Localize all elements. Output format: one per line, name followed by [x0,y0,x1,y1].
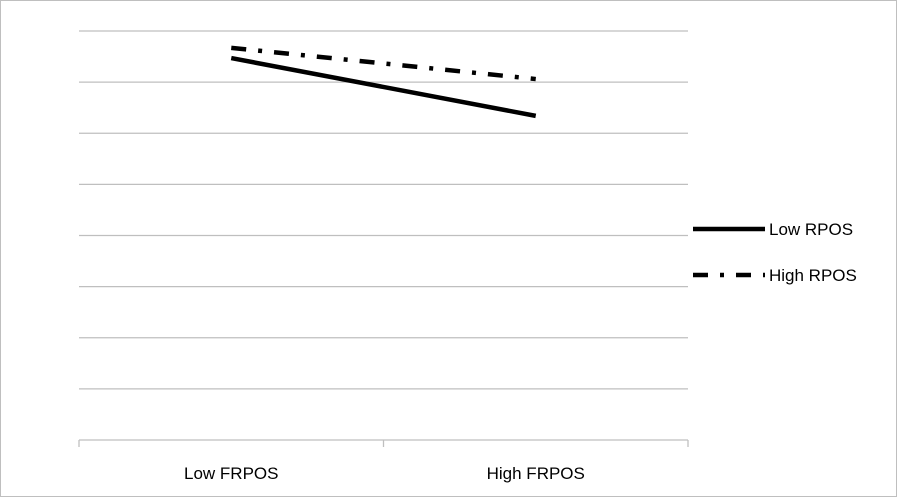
legend-item: High RPOS [693,266,857,285]
gridlines [79,31,688,389]
legend: Low RPOS High RPOS [693,220,857,285]
legend-item: Low RPOS [693,220,853,239]
x-axis-ticks: Low FRPOS High FRPOS [79,440,688,483]
x-tick-label: Low FRPOS [184,464,278,483]
series-line-low-rpos [231,58,536,116]
series-line-high-rpos [231,48,536,79]
x-tick-label: High FRPOS [487,464,585,483]
legend-label: High RPOS [769,266,857,285]
legend-label: Low RPOS [769,220,853,239]
